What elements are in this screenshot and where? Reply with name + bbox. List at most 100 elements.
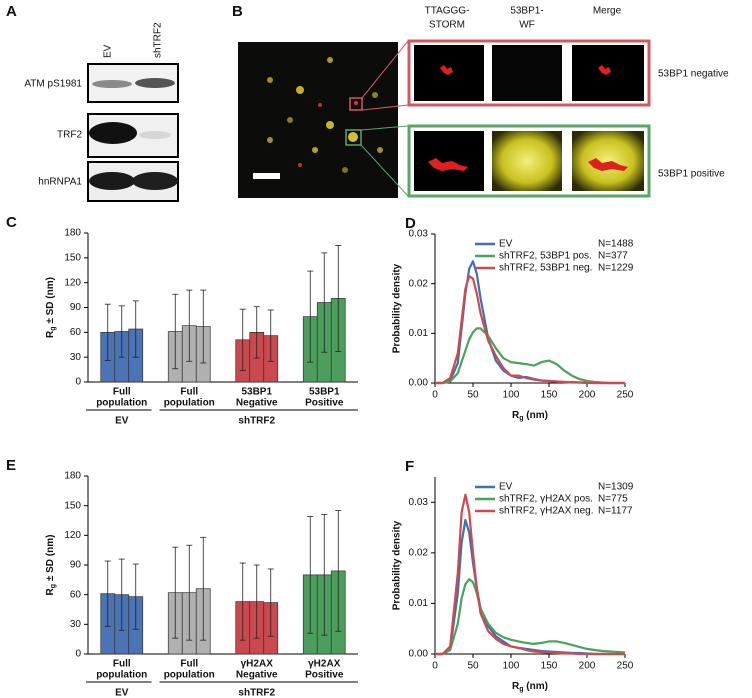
label-main: R (512, 681, 520, 692)
error-bar (172, 293, 179, 370)
lane-label: EV (103, 44, 114, 58)
legend-n: N=1229 (598, 263, 634, 274)
label-sub: g (519, 686, 523, 693)
legend-label: shTRF2, γH2AX pos. (499, 494, 593, 505)
chart: F 0.00 0.01 0.02 0.03 0 50 100 150 200 250 EV N=1309… (392, 458, 634, 693)
y-tick-label: 120 (64, 277, 81, 288)
blot-label: TRF2 (57, 130, 82, 141)
error-bar (132, 563, 139, 630)
error-bar (321, 252, 328, 353)
column-header: TTAGGG- (425, 6, 470, 17)
error-bar (321, 514, 328, 636)
y-tick-label: 0.00 (409, 649, 429, 660)
y-axis-label: Probability density (392, 263, 403, 353)
x-tick-label: 100 (503, 661, 520, 672)
column-header: WF (519, 20, 535, 31)
label-rest: ± SD (nm) (45, 277, 56, 326)
y-tick-label: 30 (70, 352, 82, 363)
error-bar (104, 303, 111, 361)
y-tick-label: 0.00 (409, 378, 429, 389)
category-label: Positive (305, 398, 344, 409)
legend-label: shTRF2, 53BP1 neg. (499, 263, 592, 274)
density-line (435, 493, 625, 656)
density-line (435, 518, 625, 656)
category-label: Positive (305, 670, 344, 681)
y-tick-label: 60 (70, 327, 82, 338)
column-header: 53BP1- (510, 6, 543, 17)
error-bar (200, 536, 207, 641)
error-bar (132, 300, 139, 358)
x-tick-label: 50 (467, 661, 479, 672)
x-tick-label: 200 (579, 661, 596, 672)
axis-label: Rg (nm) (512, 681, 548, 693)
y-tick-label: 0.01 (409, 328, 429, 339)
label-sub: g (519, 415, 523, 422)
legend-n: N=377 (598, 251, 628, 262)
x-tick-label: 50 (467, 390, 479, 401)
category-label: γH2AX (308, 659, 341, 670)
panel-letter: B (232, 3, 243, 20)
axis-label: Rg ± SD (nm) (45, 535, 57, 596)
category-label: population (164, 398, 215, 409)
x-tick-label: 150 (541, 390, 558, 401)
insets (407, 39, 651, 198)
blot-label: hnRNPA1 (38, 177, 82, 188)
error-bar (267, 309, 274, 362)
error-bar (239, 308, 246, 371)
panel-letter: A (6, 3, 17, 20)
y-axis-label: Probability density (392, 520, 403, 610)
category-label: population (164, 670, 215, 681)
error-bar (253, 564, 260, 639)
category-label: Full (180, 659, 198, 670)
density-line (435, 578, 626, 656)
legend-n: N=1488 (598, 239, 634, 250)
category-label: Full (113, 387, 131, 398)
axis-label: Rg ± SD (nm) (45, 277, 57, 338)
blots (87, 63, 179, 202)
label-rest: ± SD (nm) (45, 535, 56, 584)
error-bar (118, 305, 125, 358)
x-tick-label: 250 (617, 390, 634, 401)
category-label: Full (180, 387, 198, 398)
column-header: Merge (593, 6, 622, 17)
column-header: STORM (429, 20, 465, 31)
category-label: Negative (236, 398, 278, 409)
x-tick-label: 150 (541, 661, 558, 672)
legend-n: N=1309 (598, 482, 634, 493)
y-tick-label: 60 (70, 589, 82, 600)
error-bar (307, 516, 314, 634)
label-sub: g (50, 584, 57, 588)
legend-label: EV (499, 482, 513, 493)
axis-label: Rg (nm) (512, 410, 548, 422)
panel-letter: E (6, 457, 16, 474)
y-tick-label: 0.02 (409, 278, 429, 289)
category-label: 53BP1 (241, 387, 272, 398)
y-tick-label: 150 (64, 500, 81, 511)
section-label: EV (115, 416, 129, 427)
panel-letter: C (6, 214, 17, 231)
y-tick-label: 30 (70, 619, 82, 630)
label-rest: (nm) (524, 410, 548, 421)
error-bar (335, 510, 342, 632)
chart: E0306090120150180FullpopulationFullpopul… (6, 457, 358, 698)
x-tick-label: 250 (617, 661, 634, 672)
label-main: R (45, 330, 56, 338)
label-sub: g (50, 326, 57, 330)
chart: D 0.00 0.01 0.02 0.03 0 50 100 150 200 250 EV N=1488… (392, 215, 634, 422)
error-bar (172, 546, 179, 639)
y-tick-label: 90 (70, 560, 82, 571)
error-bar (200, 289, 207, 364)
row-label: 53BP1 negative (658, 69, 729, 80)
section-label: shTRF2 (238, 688, 275, 698)
chart: C0306090120150180FullpopulationFullpopul… (6, 214, 358, 427)
error-bar (186, 544, 193, 641)
category-label: population (96, 670, 147, 681)
category-label: Negative (236, 670, 278, 681)
legend-label: shTRF2, γH2AX neg. (499, 506, 593, 517)
y-tick-label: 0.02 (409, 547, 429, 558)
panel-letter: F (405, 458, 414, 475)
blot-label: ATM pS1981 (24, 79, 82, 90)
y-tick-label: 180 (64, 471, 81, 482)
legend-n: N=1177 (598, 506, 633, 517)
error-bar (118, 558, 125, 631)
